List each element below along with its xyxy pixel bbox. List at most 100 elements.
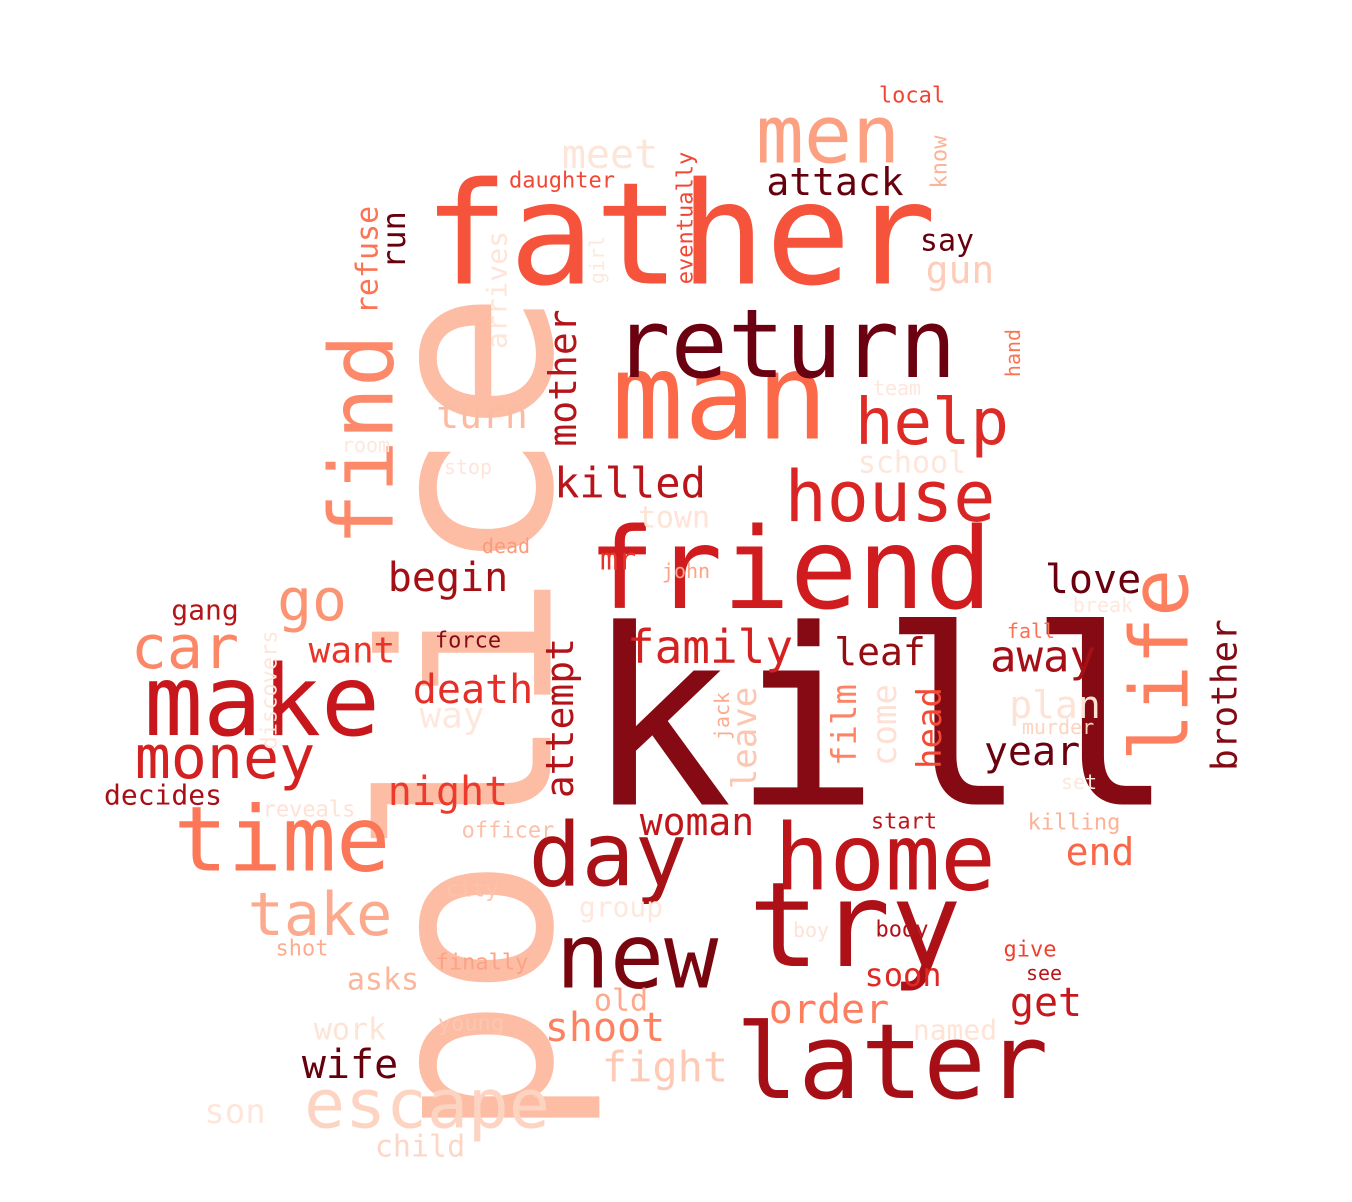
cloud-word-film: film [825, 684, 865, 766]
cloud-word-officer: officer [462, 819, 555, 844]
cloud-word-leaf: leaf [834, 630, 926, 674]
cloud-word-daughter: daughter [509, 169, 615, 194]
cloud-word-city: city [446, 878, 499, 903]
cloud-word-later: later [735, 1001, 1048, 1123]
cloud-word-new: new [556, 905, 719, 1010]
cloud-word-child: child [375, 1130, 465, 1165]
cloud-word-hand: hand [1001, 329, 1025, 377]
cloud-word-group: group [579, 891, 663, 924]
cloud-word-police: police [334, 291, 607, 1140]
cloud-word-force: force [435, 629, 501, 654]
cloud-word-money: money [135, 723, 316, 793]
cloud-word-find: find [311, 334, 414, 546]
cloud-word-year: year [984, 729, 1080, 775]
cloud-word-house: house [785, 456, 996, 538]
cloud-word-attack: attack [766, 160, 903, 204]
cloud-word-decides: decides [104, 779, 222, 812]
cloud-word-meet: meet [562, 132, 658, 178]
cloud-word-order: order [769, 987, 889, 1033]
cloud-word-say: say [920, 224, 974, 259]
cloud-word-dead: dead [482, 534, 530, 558]
cloud-word-jack: jack [710, 692, 734, 740]
cloud-word-refuse: refuse [351, 206, 386, 314]
cloud-word-away: away [990, 632, 1096, 683]
cloud-word-make: make [144, 645, 380, 759]
cloud-word-wife: wife [302, 1042, 398, 1088]
cloud-word-escape: escape [304, 1066, 550, 1145]
cloud-word-come: come [865, 684, 905, 766]
cloud-word-men: men [756, 89, 901, 182]
cloud-word-school: school [858, 446, 966, 481]
cloud-word-discovers: discovers [258, 630, 283, 749]
cloud-word-stop: stop [444, 455, 492, 479]
cloud-word-killed: killed [554, 459, 706, 508]
cloud-word-room: room [342, 433, 390, 457]
cloud-word-run: run [375, 211, 413, 269]
cloud-word-father: father [424, 153, 937, 318]
cloud-word-see: see [1026, 961, 1062, 985]
cloud-word-car: car [131, 613, 239, 683]
cloud-word-girl: girl [585, 236, 609, 284]
cloud-word-mother: mother [541, 309, 585, 446]
cloud-word-head: head [910, 687, 950, 769]
cloud-word-old: old [594, 984, 648, 1019]
cloud-word-night: night [388, 769, 508, 815]
cloud-word-gun: gun [926, 248, 995, 292]
cloud-word-mr: mr [600, 543, 636, 578]
cloud-word-asks: asks [347, 963, 419, 998]
cloud-word-way: way [419, 696, 484, 737]
cloud-word-family: family [627, 620, 793, 674]
cloud-word-man: man [612, 329, 829, 468]
cloud-word-plan: plan [1009, 683, 1101, 727]
cloud-word-team: team [873, 376, 921, 400]
cloud-word-reveals: reveals [263, 798, 356, 823]
cloud-word-return: return [613, 290, 956, 400]
cloud-word-give: give [1004, 938, 1057, 963]
cloud-word-home: home [774, 805, 996, 912]
cloud-word-leave: leave [725, 687, 765, 789]
cloud-word-named: named [913, 1014, 997, 1047]
cloud-word-eventually: eventually [674, 152, 699, 284]
cloud-word-break: break [1073, 593, 1133, 617]
cloud-word-john: john [662, 559, 710, 583]
cloud-word-go: go [277, 566, 347, 634]
cloud-word-death: death [413, 667, 533, 713]
cloud-word-killing: killing [1028, 811, 1121, 836]
cloud-word-start: start [871, 810, 937, 835]
cloud-word-work: work [314, 1013, 386, 1048]
cloud-word-gang: gang [171, 594, 238, 627]
cloud-word-know: know [928, 135, 953, 189]
cloud-word-young: young [438, 1012, 504, 1037]
cloud-word-woman: woman [640, 800, 754, 844]
cloud-word-town: town [638, 501, 710, 536]
cloud-word-begin: begin [388, 555, 508, 601]
cloud-word-arrives: arrives [481, 231, 514, 349]
cloud-word-take: take [248, 880, 393, 950]
cloud-word-finally: finally [436, 951, 529, 976]
cloud-word-love: love [1045, 557, 1141, 603]
cloud-word-shoot: shoot [545, 1005, 665, 1051]
cloud-word-shot: shot [276, 937, 329, 962]
cloud-word-son: son [204, 1092, 265, 1132]
cloud-word-body: body [876, 918, 929, 943]
cloud-word-friend: friend [588, 505, 993, 635]
cloud-word-day: day [529, 804, 688, 907]
cloud-word-fight: fight [602, 1043, 728, 1092]
cloud-word-brother: brother [1205, 619, 1246, 771]
cloud-word-local: local [879, 84, 945, 109]
cloud-word-soon: soon [864, 956, 941, 994]
cloud-word-time: time [174, 788, 391, 893]
cloud-word-help: help [855, 386, 1009, 460]
cloud-word-end: end [1066, 830, 1135, 874]
cloud-word-kill: kill [585, 578, 1175, 863]
cloud-word-life: life [1114, 569, 1207, 762]
cloud-word-turn: turn [436, 393, 528, 437]
cloud-word-attempt: attempt [538, 638, 582, 798]
cloud-word-boy: boy [793, 918, 829, 942]
cloud-word-get: get [1010, 980, 1082, 1026]
cloud-word-fall: fall [1007, 619, 1055, 643]
cloud-word-try: try [748, 856, 961, 994]
cloud-word-set: set [1061, 770, 1097, 794]
cloud-word-want: want [309, 631, 396, 672]
